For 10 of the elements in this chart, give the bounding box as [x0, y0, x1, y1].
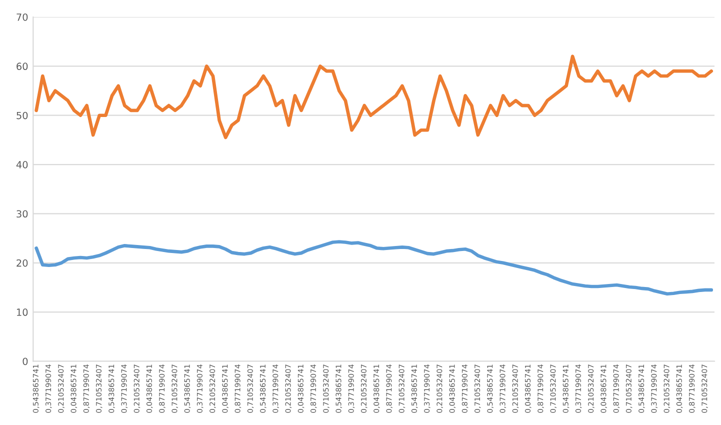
y-tick-label: 60: [16, 62, 28, 70]
line-series: [34, 240, 714, 296]
y-tick-label: 30: [16, 210, 28, 218]
y-tick-label: 40: [16, 161, 28, 168]
y-tick-label: 20: [16, 259, 28, 267]
y-tick-label: 50: [16, 112, 28, 120]
y-tick-label: 0: [22, 358, 28, 366]
y-tick-label: 70: [16, 13, 28, 21]
line-series: [34, 54, 714, 140]
y-tick-label: 10: [17, 308, 28, 316]
